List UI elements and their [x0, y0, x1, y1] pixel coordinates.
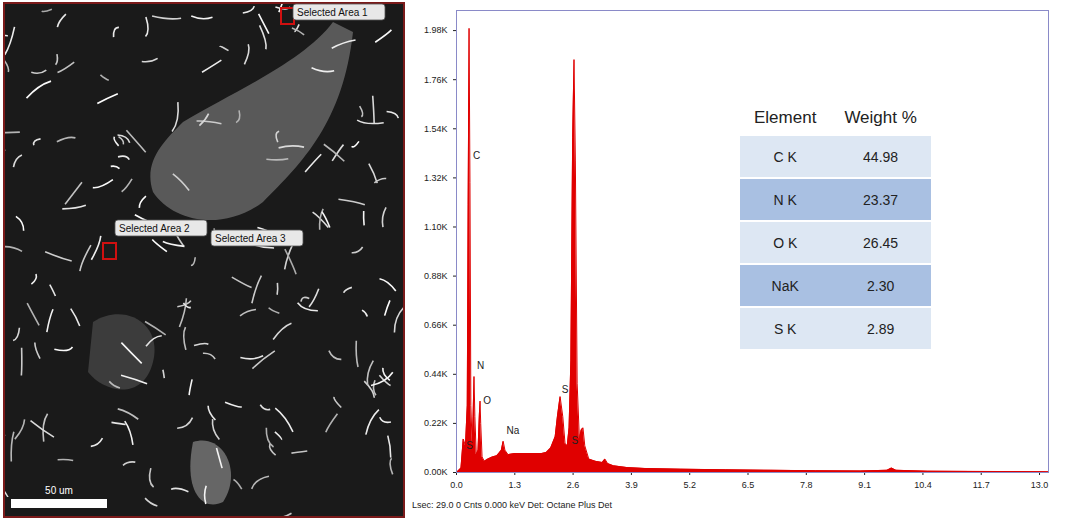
- svg-text:3.9: 3.9: [625, 480, 638, 490]
- svg-text:S: S: [572, 435, 579, 446]
- svg-text:5.2: 5.2: [683, 480, 696, 490]
- svg-text:0.66K: 0.66K: [424, 320, 448, 330]
- svg-text:1.3: 1.3: [509, 480, 522, 490]
- html-text:Lsec: 29.0 0 Cnts 0.000 keV De: Lsec: 29.0 0 Cnts 0.000 keV Det: Octane …: [412, 500, 613, 510]
- svg-text:1.10K: 1.10K: [424, 222, 448, 232]
- svg-text:1.76K: 1.76K: [424, 75, 448, 85]
- svg-text:1.54K: 1.54K: [424, 124, 448, 134]
- html-text:S K: S K: [773, 320, 797, 337]
- html-text:44.98: 44.98: [863, 148, 899, 165]
- html-text:2.89: 2.89: [867, 320, 895, 337]
- svg-text:Selected Area 1: Selected Area 1: [297, 7, 368, 18]
- svg-text:C: C: [473, 150, 480, 161]
- svg-text:0.44K: 0.44K: [424, 369, 448, 379]
- html-text:23.37: 23.37: [863, 191, 899, 208]
- svg-text:0.88K: 0.88K: [424, 271, 448, 281]
- html-text:NaK: NaK: [771, 277, 799, 294]
- html-text:26.45: 26.45: [863, 234, 899, 251]
- html-text:2.30: 2.30: [867, 277, 895, 294]
- svg-text:7.8: 7.8: [800, 480, 813, 490]
- html-text:O K: O K: [773, 234, 798, 251]
- svg-text:2.6: 2.6: [567, 480, 580, 490]
- svg-text:Selected Area 2: Selected Area 2: [119, 223, 190, 234]
- svg-text:1.32K: 1.32K: [424, 173, 448, 183]
- html-text:Element: Element: [754, 108, 817, 127]
- svg-text:O: O: [483, 395, 491, 406]
- html-text:C K: C K: [773, 148, 797, 165]
- svg-text:9.1: 9.1: [858, 480, 871, 490]
- svg-text:Na: Na: [507, 425, 520, 436]
- svg-text:1.98K: 1.98K: [424, 25, 448, 35]
- html-text:N K: N K: [773, 191, 797, 208]
- svg-text:11.7: 11.7: [973, 480, 990, 490]
- svg-text:13.0: 13.0: [1031, 480, 1049, 490]
- svg-text:10.4: 10.4: [914, 480, 932, 490]
- svg-text:Selected Area 3: Selected Area 3: [215, 233, 286, 244]
- svg-text:0.22K: 0.22K: [424, 418, 448, 428]
- html-text:Weight %: Weight %: [844, 108, 917, 127]
- svg-text:S: S: [466, 440, 473, 451]
- svg-text:0.00K: 0.00K: [424, 467, 448, 477]
- svg-text:50 um: 50 um: [45, 485, 73, 496]
- svg-text:N: N: [477, 360, 484, 371]
- svg-text:0.0: 0.0: [450, 480, 463, 490]
- svg-text:S: S: [562, 384, 569, 395]
- svg-text:6.5: 6.5: [742, 480, 755, 490]
